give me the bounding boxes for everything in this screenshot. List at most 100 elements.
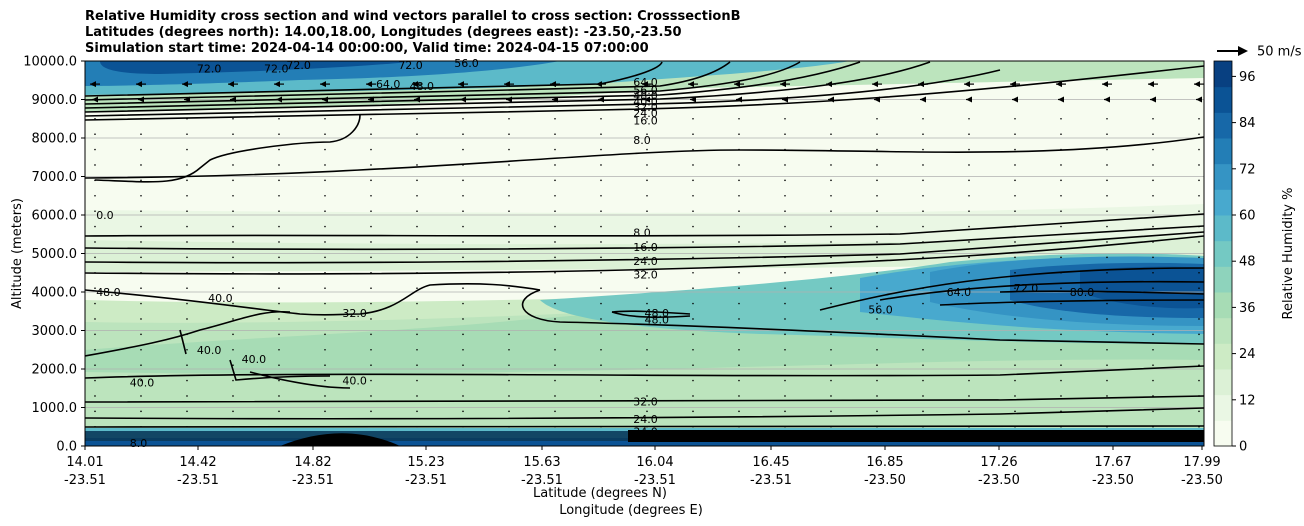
wind-dot [692, 225, 694, 228]
wind-dot [278, 348, 280, 351]
wind-dot [784, 318, 786, 320]
wind-dot [1060, 425, 1062, 428]
contour-label: 48.0 [645, 314, 670, 327]
wind-dot [692, 287, 694, 289]
wind-dot [600, 425, 602, 428]
wind-dot [232, 164, 234, 166]
y-tick-label: 2000.0 [32, 363, 78, 378]
wind-dot [232, 318, 234, 320]
wind-dot [784, 148, 786, 151]
wind-dot [140, 241, 142, 243]
wind-key-label: 50 m/s [1257, 45, 1302, 60]
wind-dot [416, 179, 418, 182]
wind-dot [1198, 210, 1200, 212]
wind-dot [1198, 271, 1200, 274]
wind-dot [554, 410, 556, 413]
wind-dot [278, 425, 280, 428]
contour-line [85, 61, 731, 101]
wind-dot [1060, 241, 1062, 243]
wind-dot [462, 210, 464, 212]
wind-dot [1014, 194, 1016, 197]
wind-dot [94, 194, 96, 197]
colorbar-segment [1214, 86, 1232, 113]
contour-label: 64.0 [376, 78, 401, 91]
wind-dot [324, 148, 326, 151]
wind-dot [232, 348, 234, 351]
wind-dot [232, 395, 234, 397]
wind-dot [1152, 425, 1154, 428]
wind-dot [784, 194, 786, 197]
contour-label: 8.0 [130, 437, 148, 450]
wind-dot [738, 225, 740, 228]
wind-dot [692, 395, 694, 397]
wind-dot [416, 318, 418, 320]
wind-dot [508, 410, 510, 413]
wind-dot [1014, 379, 1016, 382]
wind-dot [692, 164, 694, 166]
wind-dot [922, 256, 924, 259]
wind-dot [692, 148, 694, 151]
wind-dot [1152, 395, 1154, 397]
wind-dot [1106, 271, 1108, 274]
wind-dot [738, 425, 740, 428]
wind-dot [876, 179, 878, 182]
wind-dot [462, 410, 464, 413]
wind-dot [1014, 348, 1016, 351]
wind-dot [876, 148, 878, 151]
wind-dot [692, 364, 694, 366]
wind-dot [922, 117, 924, 120]
wind-dot [324, 133, 326, 135]
x-tick-lon: -23.51 [292, 473, 334, 488]
wind-dot [554, 117, 556, 120]
contour-line [85, 235, 1204, 275]
wind-dot [600, 379, 602, 382]
wind-dot [646, 318, 648, 320]
wind-dot [370, 241, 372, 243]
wind-dot [508, 318, 510, 320]
wind-dot [278, 364, 280, 366]
wind-dot [922, 148, 924, 151]
x-tick-lat: 17.26 [980, 455, 1017, 470]
wind-dot [416, 379, 418, 382]
wind-dot [1198, 241, 1200, 243]
contour-labels: 72.072.072.072.056.064.048.064.056.048.0… [96, 57, 1094, 450]
contour-label: 72.0 [264, 63, 289, 76]
wind-dot [738, 410, 740, 413]
wind-dot [692, 425, 694, 428]
contour-label: 0.0 [96, 209, 114, 222]
x-tick-lat: 15.63 [523, 455, 560, 470]
wind-dot [738, 194, 740, 197]
colorbar-segment [1214, 394, 1232, 421]
wind-dot [1014, 179, 1016, 182]
contour-label: 32.0 [633, 396, 658, 409]
wind-dot [186, 210, 188, 212]
wind-dot [416, 133, 418, 135]
wind-dot [968, 210, 970, 212]
wind-dot [94, 256, 96, 259]
wind-dot [508, 241, 510, 243]
wind-dot [1014, 364, 1016, 366]
contour-label: 48.0 [633, 90, 658, 103]
wind-dot [646, 179, 648, 182]
wind-dot [968, 256, 970, 259]
colorbar-segment [1214, 189, 1232, 216]
wind-dot [876, 348, 878, 351]
y-tick-label: 8000.0 [32, 132, 78, 147]
contour-line [879, 280, 1204, 301]
wind-dot [370, 318, 372, 320]
wind-dot [140, 395, 142, 397]
contour-line [85, 231, 1204, 264]
wind-dot [508, 117, 510, 120]
x-tick-lon: -23.51 [521, 473, 563, 488]
x-axis-label-lat: Latitude (degrees N) [533, 486, 667, 501]
wind-dot [830, 318, 832, 320]
wind-dot [186, 333, 188, 336]
wind-dot [232, 410, 234, 413]
wind-dot [968, 225, 970, 228]
wind-dot [784, 271, 786, 274]
wind-dot [876, 302, 878, 305]
wind-dot [278, 241, 280, 243]
wind-dot [94, 364, 96, 366]
wind-dot [830, 210, 832, 212]
wind-dot [508, 179, 510, 182]
